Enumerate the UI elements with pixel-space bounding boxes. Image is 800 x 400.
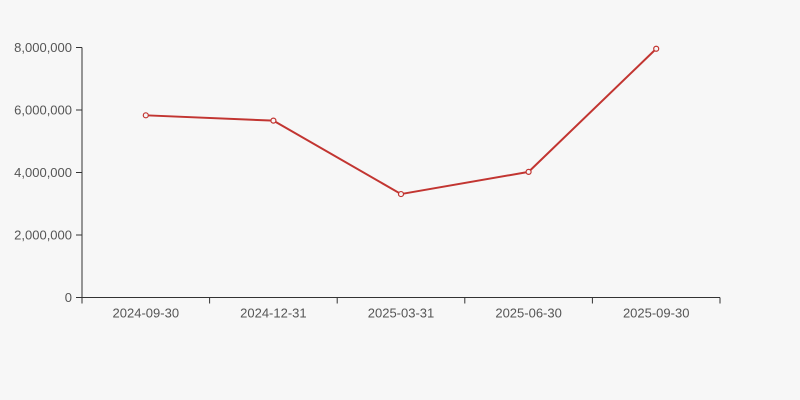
data-point-marker[interactable]: [525, 168, 532, 175]
y-axis-tick-label: 8,000,000: [14, 40, 72, 55]
data-point-marker[interactable]: [397, 190, 405, 198]
data-point-marker[interactable]: [653, 45, 660, 52]
y-axis-tick-label: 2,000,000: [14, 228, 72, 243]
data-point-marker[interactable]: [142, 112, 149, 119]
x-axis-tick-label: 2025-09-30: [623, 306, 690, 321]
x-axis-tick-label: 2024-12-31: [240, 306, 307, 321]
y-axis-tick-label: 0: [65, 290, 72, 305]
x-axis-tick-label: 2025-03-31: [368, 306, 435, 321]
x-axis-tick-label: 2024-09-30: [113, 306, 180, 321]
y-axis-tick-label: 6,000,000: [14, 103, 72, 118]
y-axis-tick-label: 4,000,000: [14, 165, 72, 180]
x-axis-tick-label: 2025-06-30: [495, 306, 562, 321]
data-point-marker[interactable]: [270, 117, 277, 124]
